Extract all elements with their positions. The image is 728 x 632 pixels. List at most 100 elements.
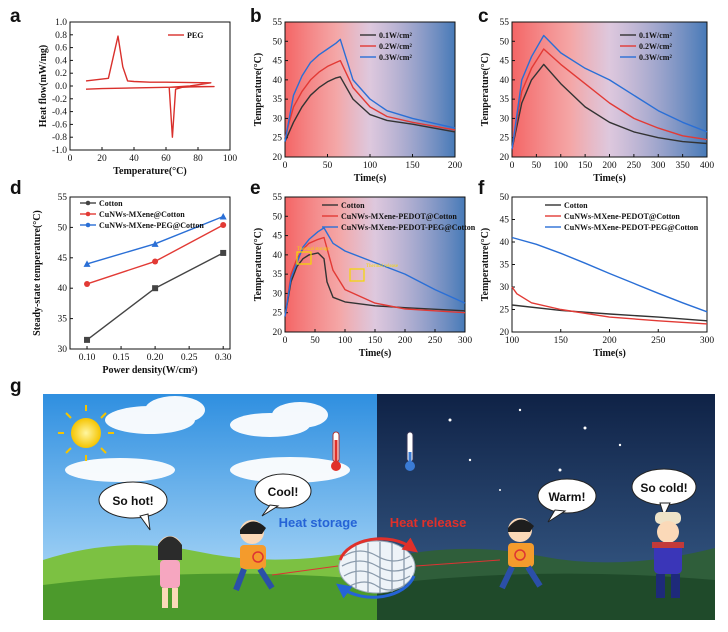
chart-b-series-2-line (284, 38, 456, 142)
chart-b-xtick-label: 150 (405, 161, 420, 171)
chart-d-ytick-label: 30 (58, 345, 68, 355)
chart-b-xtick-label: 50 (323, 161, 333, 171)
chart-d-legend-label: CuNWs-MXene-PEG@Cotton (99, 221, 204, 230)
chart-a: 0 20 40 60 80 100 -1.0 -0.8 -0.6 -0.4 -0.2 0.0 0.2 0.… (38, 18, 237, 177)
chart-d-series-1-point (220, 221, 227, 228)
chart-d-series-2-point (219, 212, 227, 220)
chart-e-legend-label: CuNWs-MXene-PEDOT@Cotton (341, 212, 457, 221)
cold-thermometer-icon (405, 431, 415, 471)
bubble-cool: Cool! (254, 473, 312, 517)
heat-storage-label: Heat storage (279, 515, 358, 530)
chart-b-ytick-label: 30 (273, 114, 283, 124)
chart-a-ytick-label: 0.2 (55, 69, 67, 79)
warm-boy-character (499, 518, 543, 590)
chart-e-ytick-label: 30 (273, 289, 283, 299)
pointer-line-left (271, 565, 339, 576)
chart-f-xlabel: Time(s) (593, 348, 626, 359)
chart-a-xtick-label: 40 (129, 154, 139, 164)
chart-f-legend-label: CuNWs-MXene-PEDOT@Cotton (564, 212, 680, 221)
chart-c: 0 50 100 150 200 250 300 350 400 20 25 30 35 40 45 50 55… (480, 18, 714, 184)
chart-e-series-0-line (284, 252, 466, 317)
chart-d-series-2-point (151, 240, 159, 247)
chart-e-xlabel: Time(s) (359, 348, 392, 359)
chart-d-ytick-label: 45 (58, 254, 68, 264)
chart-e-annotation-label: Thermal release (366, 264, 399, 269)
chart-e-ylabel: Temperature(°C) (253, 228, 264, 301)
speech-so-cold: So cold! (640, 481, 687, 495)
chart-a-series-0-line (85, 35, 215, 138)
chart-a-legend-label: PEG (187, 31, 203, 40)
chart-c-ytick-label: 40 (500, 76, 510, 86)
chart-f-series-2-line (511, 236, 708, 313)
chart-d-ylabel: Steady-state temperature(°C) (32, 210, 43, 336)
chart-d-series-1-line (86, 224, 224, 285)
chart-a-ytick-label: -1.0 (52, 146, 67, 156)
bubble-so-hot: So hot! (98, 481, 168, 531)
chart-e-xtick-label: 50 (310, 336, 320, 346)
chart-c-legend-label: 0.1W/cm² (639, 31, 672, 40)
chart-e-xtick-label: 200 (398, 336, 413, 346)
chart-d-xtick-label: 0.25 (181, 353, 198, 363)
chart-f-series-0-line (511, 304, 708, 322)
chart-b-ytick-label: 20 (273, 153, 283, 163)
chart-c-ytick-label: 25 (500, 134, 510, 144)
chart-e-xtick-label: 100 (338, 336, 353, 346)
chart-a-ytick-label: -0.8 (52, 133, 67, 143)
chart-e-legend-label: Cotton (341, 201, 365, 210)
chart-c-series-2-line (511, 34, 708, 150)
chart-c-ytick-label: 55 (500, 18, 510, 28)
hot-thermometer-icon (331, 431, 341, 471)
panel-label-c: c (478, 6, 489, 27)
chart-e-annotation-label: Thermal storage (297, 247, 330, 252)
panel-label-a: a (10, 6, 21, 27)
chart-c-xtick-label: 400 (700, 161, 715, 171)
chart-f-xtick-label: 300 (700, 336, 715, 346)
chart-a-ylabel: Heat flow(mW/mg) (38, 45, 49, 127)
night-grass (377, 573, 715, 620)
chart-e-ytick-label: 55 (273, 193, 283, 203)
sun-rays (58, 405, 114, 461)
chart-f-legend-label: CuNWs-MXene-PEDOT-PEG@Cotton (564, 223, 699, 232)
chart-d-series-1-point (84, 280, 91, 287)
chart-a-ytick-label: 0.8 (55, 31, 67, 41)
chart-c-ytick-label: 35 (500, 95, 510, 105)
chart-a-xtick-label: 0 (68, 154, 73, 164)
chart-c-xtick-label: 150 (578, 161, 593, 171)
chart-e-legend-label: CuNWs-MXene-PEDOT-PEG@Cotton (341, 223, 476, 232)
chart-e-xtick-label: 0 (283, 336, 288, 346)
chart-a-ytick-label: 0.6 (55, 44, 67, 54)
chart-a-ytick-label: 1.0 (55, 18, 67, 28)
chart-d-ytick-label: 35 (58, 315, 68, 325)
chart-f-ylabel: Temperature(°C) (480, 228, 491, 301)
day-grass (43, 573, 377, 620)
chart-b-heating-background (285, 22, 455, 157)
chart-d-legend-marker (85, 211, 91, 217)
chart-c-ytick-label: 50 (500, 37, 510, 47)
speech-warm: Warm! (549, 490, 586, 504)
cool-boy-character (233, 520, 275, 592)
chart-e-xtick-label: 150 (368, 336, 383, 346)
chart-f-ytick-label: 25 (500, 306, 510, 316)
chart-b-legend-label: 0.3W/cm² (379, 53, 412, 62)
cold-person-character (652, 512, 684, 598)
chart-b-ytick-label: 50 (273, 37, 283, 47)
panel-label-d: d (10, 178, 22, 199)
chart-c-xlabel: Time(s) (593, 173, 626, 184)
panel-label-e: e (250, 178, 261, 199)
chart-d-legend-marker (85, 200, 91, 206)
chart-c-series-0-line (511, 63, 708, 150)
chart-c-ytick-label: 20 (500, 153, 510, 163)
chart-e-annotation-box (296, 251, 312, 265)
chart-d-xlabel: Power density(W/cm²) (102, 365, 197, 376)
chart-e-xtick-label: 250 (428, 336, 443, 346)
chart-c-xtick-label: 350 (676, 161, 691, 171)
chart-d-series-1-point (152, 258, 159, 265)
chart-b-legend-label: 0.1W/cm² (379, 31, 412, 40)
chart-d-ytick-label: 55 (58, 193, 68, 203)
chart-a-ytick-label: -0.4 (52, 108, 67, 118)
panel-label-f: f (478, 178, 485, 199)
chart-c-xtick-label: 300 (651, 161, 666, 171)
chart-a-xlabel: Temperature(°C) (113, 166, 186, 177)
chart-c-ytick-label: 30 (500, 114, 510, 124)
chart-b-series-0-line (284, 76, 456, 142)
